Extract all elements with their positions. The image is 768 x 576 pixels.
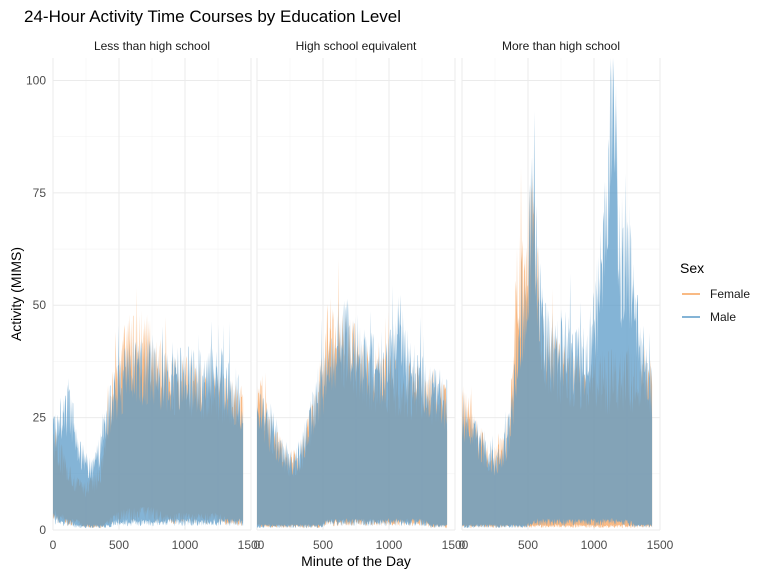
area-male (462, 58, 653, 529)
x-tick-label: 500 (518, 538, 538, 552)
panel-strip-label: More than high school (502, 39, 620, 53)
area-male (53, 321, 244, 529)
chart-title: 24-Hour Activity Time Courses by Educati… (24, 7, 401, 26)
x-tick-label: 1500 (442, 538, 469, 552)
x-tick-label: 1500 (647, 538, 674, 552)
x-tick-label: 1000 (172, 538, 199, 552)
x-tick-label: 0 (459, 538, 466, 552)
y-tick-label: 0 (39, 523, 46, 537)
panel-strip-label: High school equivalent (296, 39, 417, 53)
x-tick-label: 1500 (238, 538, 265, 552)
panel-2: High school equivalent 0 500 1000 1500 (254, 39, 469, 552)
y-tick-label: 50 (33, 298, 47, 312)
y-axis-title: Activity (MIMS) (8, 247, 24, 341)
x-tick-label: 1000 (581, 538, 608, 552)
y-tick-label: 100 (26, 73, 46, 87)
x-tick-label: 500 (313, 538, 333, 552)
panel-strip-label: Less than high school (94, 39, 210, 53)
area-male (257, 285, 448, 529)
panel-3: More than high school 0 500 1000 1500 (459, 39, 674, 552)
x-tick-label: 500 (109, 538, 129, 552)
legend-label-female: Female (710, 287, 750, 301)
legend-title: Sex (680, 260, 704, 276)
y-tick-label: 25 (33, 411, 47, 425)
legend: Sex Female Male (680, 260, 750, 324)
x-tick-label: 0 (254, 538, 261, 552)
x-tick-label: 1000 (376, 538, 403, 552)
x-axis-title: Minute of the Day (301, 553, 411, 569)
x-tick-label: 0 (50, 538, 57, 552)
y-tick-label: 75 (33, 186, 47, 200)
legend-label-male: Male (710, 310, 736, 324)
